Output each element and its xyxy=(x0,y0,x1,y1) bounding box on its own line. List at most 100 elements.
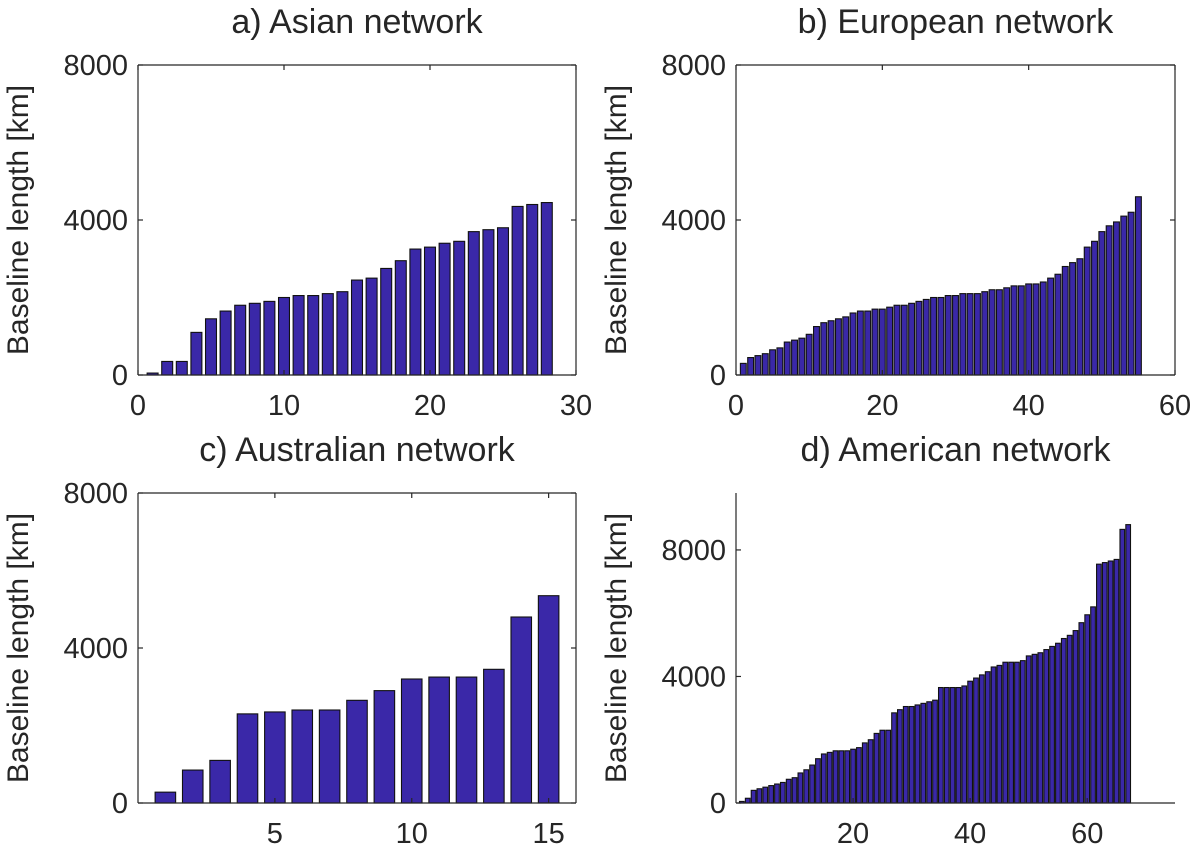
bar-european-44 xyxy=(1054,273,1062,376)
x-tick-label: 20 xyxy=(414,390,446,422)
bar-asian-19 xyxy=(409,248,422,376)
bar-american-20 xyxy=(850,748,856,804)
bar-american-6 xyxy=(768,785,775,804)
bar-american-36 xyxy=(943,686,950,804)
bar-australian-11 xyxy=(428,676,450,804)
bar-european-37 xyxy=(1003,287,1011,376)
bar-american-32 xyxy=(920,702,927,804)
bar-asian-25 xyxy=(496,227,510,376)
bar-american-39 xyxy=(961,685,968,804)
bar-american-42 xyxy=(978,674,985,804)
bar-american-60 xyxy=(1084,614,1091,804)
bar-american-46 xyxy=(1002,661,1009,804)
bar-european-21 xyxy=(886,306,894,376)
bar-american-54 xyxy=(1049,645,1055,804)
bar-american-31 xyxy=(914,704,921,804)
bar-european-35 xyxy=(988,289,996,376)
y-tick-label: 4000 xyxy=(661,205,726,237)
y-tick-label: 8000 xyxy=(661,50,726,82)
bar-asian-11 xyxy=(292,295,305,376)
chart-title: a) Asian network xyxy=(231,3,483,41)
x-tick-label: 15 xyxy=(532,818,564,850)
bar-american-40 xyxy=(967,680,974,804)
bar-asian-20 xyxy=(423,246,437,376)
bar-american-51 xyxy=(1031,653,1038,804)
bar-american-44 xyxy=(990,666,997,804)
bar-american-66 xyxy=(1119,528,1126,804)
bar-european-36 xyxy=(995,289,1003,376)
bar-american-3 xyxy=(750,789,757,804)
bar-australian-13 xyxy=(483,668,505,804)
bar-european-5 xyxy=(769,349,777,376)
bar-asian-7 xyxy=(234,304,247,376)
bar-european-16 xyxy=(849,312,857,376)
y-axis-label: Baseline length [km] xyxy=(600,513,633,783)
x-tick-label: 10 xyxy=(396,818,428,850)
bar-american-7 xyxy=(774,783,780,804)
bar-european-55 xyxy=(1134,196,1142,376)
bar-european-49 xyxy=(1091,240,1098,376)
x-tick-label: 0 xyxy=(728,390,744,422)
x-tick-label: 60 xyxy=(1159,390,1191,422)
bar-american-43 xyxy=(984,671,991,804)
bar-asian-18 xyxy=(394,260,407,376)
bar-australian-15 xyxy=(537,595,560,804)
bar-asian-14 xyxy=(336,291,349,376)
bar-european-38 xyxy=(1010,285,1018,376)
bar-american-9 xyxy=(785,778,792,804)
bar-european-51 xyxy=(1105,225,1113,376)
bar-european-32 xyxy=(966,293,974,376)
axes-european: 0 4000 8000 0 20 40 60 xyxy=(661,50,1191,422)
bar-european-28 xyxy=(937,296,945,376)
chart-australian: 0 4000 8000 5 10 15 c) Australian network Basel… xyxy=(2,431,577,850)
bar-european-22 xyxy=(893,304,901,376)
bar-american-49 xyxy=(1019,660,1026,804)
bar-american-53 xyxy=(1043,649,1050,804)
bar-american-41 xyxy=(973,677,979,804)
bar-asian-17 xyxy=(380,267,393,376)
bar-asian-9 xyxy=(263,300,276,376)
bar-australian-14 xyxy=(510,616,533,804)
bar-asian-3 xyxy=(175,360,188,376)
bar-european-40 xyxy=(1025,283,1033,376)
bar-american-8 xyxy=(779,781,786,804)
bar-american-35 xyxy=(937,686,944,804)
axes-australian: 0 4000 8000 5 10 15 xyxy=(63,478,577,850)
bar-american-29 xyxy=(902,705,909,804)
y-tick-label: 8000 xyxy=(661,535,726,567)
y-axis-label: Baseline length [km] xyxy=(600,85,633,355)
bar-asian-27 xyxy=(526,203,539,376)
bar-european-10 xyxy=(805,333,813,376)
x-tick-label: 5 xyxy=(267,818,283,850)
y-tick-label: 4000 xyxy=(63,205,128,237)
x-tick-label: 30 xyxy=(560,390,592,422)
bar-american-16 xyxy=(826,751,833,804)
bar-asian-28 xyxy=(540,202,553,376)
chart-title: b) European network xyxy=(798,3,1115,41)
bar-european-26 xyxy=(922,298,930,376)
bar-asian-4 xyxy=(190,331,203,376)
bar-american-2 xyxy=(744,797,751,804)
axes-asian: 0 4000 8000 0 10 20 30 xyxy=(63,50,592,422)
bar-american-27 xyxy=(891,712,897,804)
bar-european-29 xyxy=(944,295,952,376)
bar-european-8 xyxy=(791,339,799,376)
bar-american-63 xyxy=(1101,562,1108,804)
bar-australian-8 xyxy=(346,699,368,804)
bar-american-23 xyxy=(867,739,874,804)
bar-european-47 xyxy=(1076,258,1084,376)
bar-american-61 xyxy=(1090,606,1096,804)
bar-european-54 xyxy=(1127,211,1135,376)
bar-american-11 xyxy=(797,772,804,804)
bar-european-46 xyxy=(1069,262,1077,376)
bar-european-52 xyxy=(1112,221,1120,376)
bar-american-59 xyxy=(1078,622,1085,804)
bar-european-39 xyxy=(1017,285,1025,376)
bar-australian-6 xyxy=(291,709,314,804)
bar-american-67 xyxy=(1125,524,1132,804)
bar-american-45 xyxy=(996,664,1003,804)
bar-american-55 xyxy=(1055,642,1061,804)
bar-australian-2 xyxy=(181,769,204,804)
bar-american-14 xyxy=(815,758,821,804)
bar-asian-26 xyxy=(511,205,524,376)
